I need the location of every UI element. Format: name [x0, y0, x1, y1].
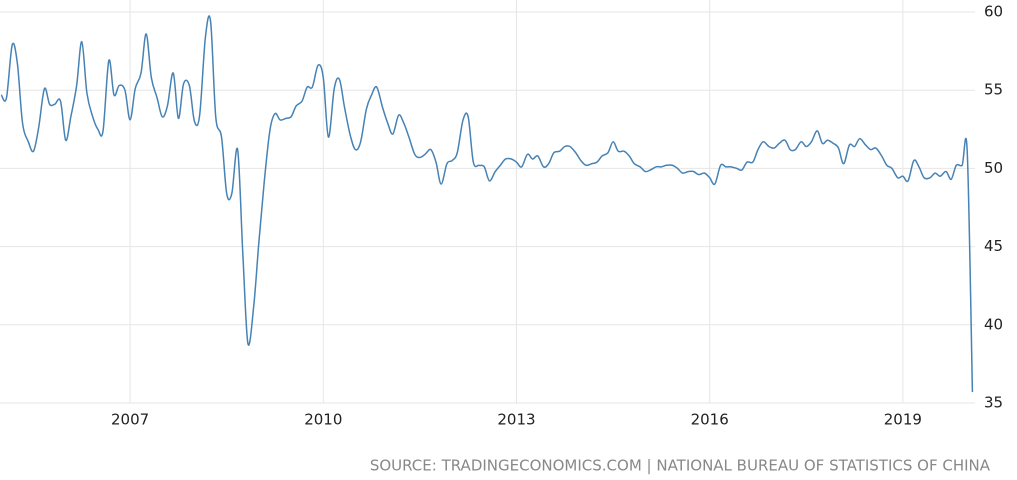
- y-tick-label: 35: [984, 394, 1003, 412]
- x-tick-label: 2007: [111, 411, 149, 429]
- y-tick-label: 60: [984, 3, 1003, 21]
- x-tick-label: 2010: [304, 411, 342, 429]
- x-tick-label: 2019: [884, 411, 922, 429]
- source: SOURCE: TRADINGECONOMICS.COM | NATIONAL …: [370, 457, 991, 475]
- y-tick-label: 55: [984, 81, 1003, 99]
- x-tick-label: 2016: [691, 411, 729, 429]
- y-tick-label: 50: [984, 159, 1003, 177]
- line: [0, 15, 974, 393]
- y-tick-label: 40: [984, 315, 1003, 333]
- y-tick-label: 45: [984, 237, 1003, 255]
- x-tick-label: 2013: [497, 411, 535, 429]
